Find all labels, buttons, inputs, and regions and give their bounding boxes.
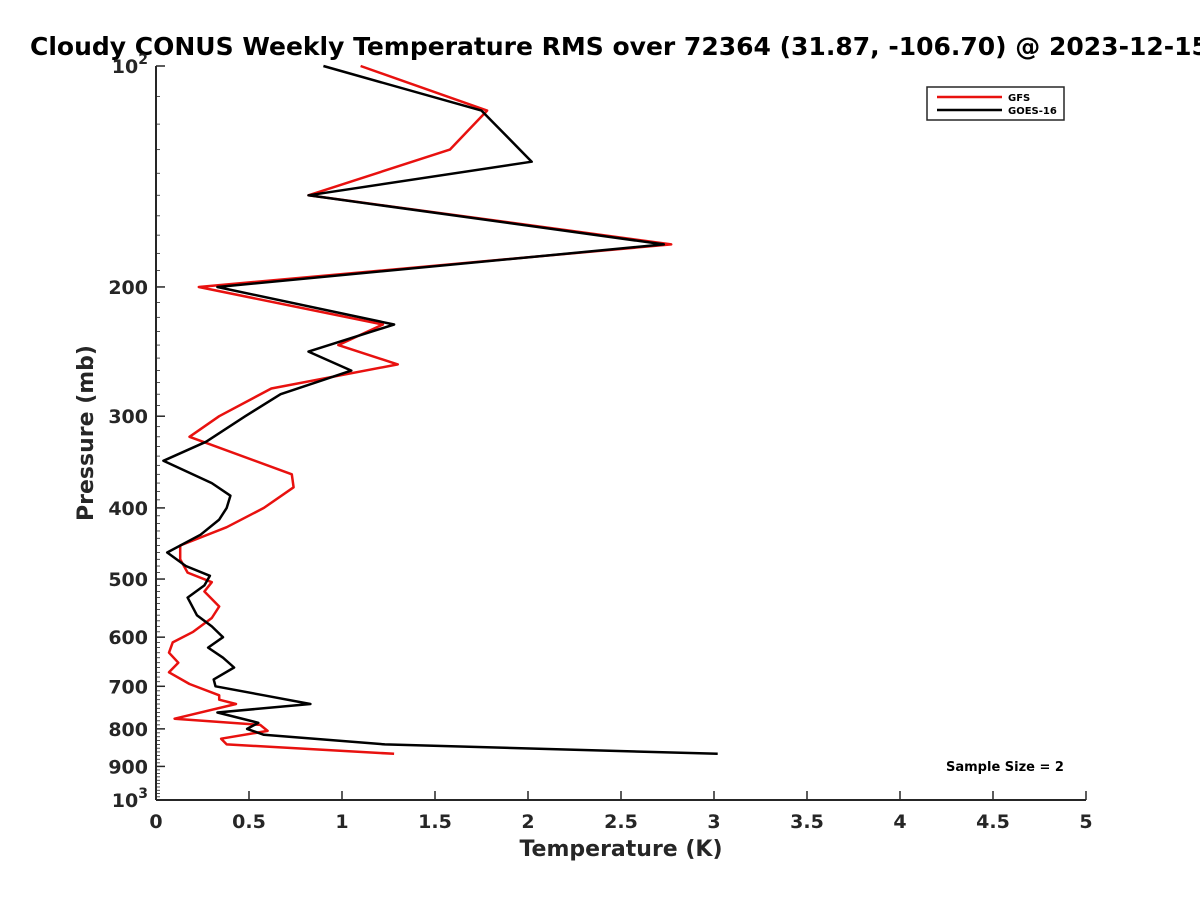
chart-title: Cloudy CONUS Weekly Temperature RMS over…	[30, 32, 1200, 61]
x-tick-label: 2	[521, 811, 534, 833]
y-tick-label: 700	[108, 676, 148, 698]
x-tick-label: 1	[335, 811, 348, 833]
x-tick-label: 3.5	[790, 811, 824, 833]
series-line-goes-16	[162, 64, 718, 756]
x-tick-label: 0	[149, 811, 162, 833]
x-tick-label: 1.5	[418, 811, 452, 833]
x-tick-label: 3	[707, 811, 720, 833]
y-tick-label: 300	[108, 406, 148, 428]
legend-box	[926, 86, 1065, 121]
x-tick-label: 4	[893, 811, 906, 833]
y-tick-label: 102	[112, 52, 148, 78]
x-tick-label: 4.5	[976, 811, 1010, 833]
y-tick-label: 200	[108, 277, 148, 299]
legend-label: GOES-16	[1008, 106, 1057, 117]
y-tick-label: 400	[108, 498, 148, 520]
series-layer	[162, 64, 718, 756]
x-axis-label: Temperature (K)	[519, 837, 722, 862]
y-tick-label: 900	[108, 756, 148, 778]
y-tick-label: 103	[112, 786, 148, 812]
sample-size-annotation: Sample Size = 2	[946, 760, 1064, 775]
y-tick-label: 500	[108, 569, 148, 591]
x-tick-label: 5	[1079, 811, 1092, 833]
y-axis-label: Pressure (mb)	[74, 345, 99, 521]
y-tick-label: 800	[108, 719, 148, 741]
legend: GFS GOES-16	[926, 86, 1065, 121]
legend-label: GFS	[1008, 93, 1030, 104]
axes: 0 0.5 1 1.5 2 2.5 3 3.5 4 4.5 5 102 200 300 400 500 600 7…	[108, 52, 1092, 833]
series-line-gfs	[167, 64, 673, 756]
x-tick-label: 2.5	[604, 811, 638, 833]
y-tick-label: 600	[108, 627, 148, 649]
x-tick-label: 0.5	[232, 811, 266, 833]
